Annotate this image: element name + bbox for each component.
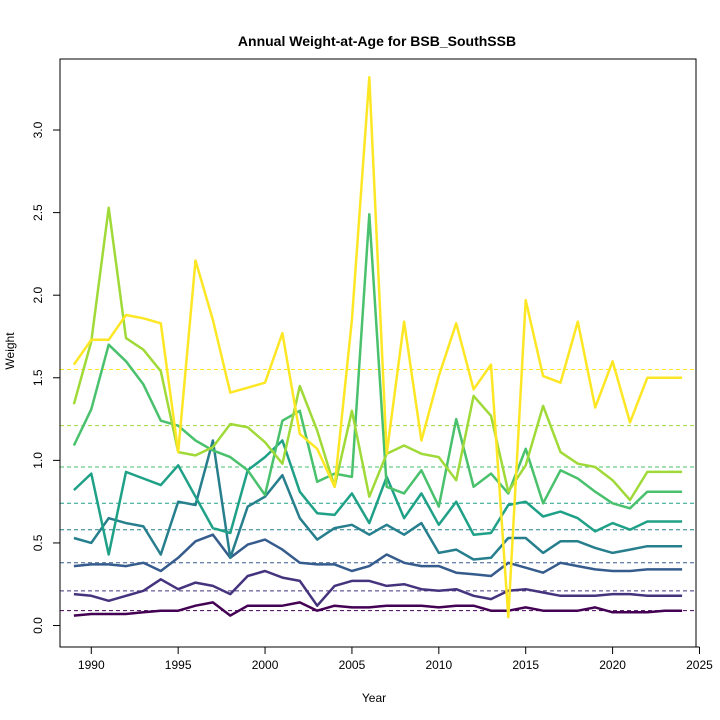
x-tick-label: 2000 <box>252 658 279 672</box>
y-tick-label: 0.0 <box>31 617 45 634</box>
series-line-8 <box>72 75 683 619</box>
y-tick-label: 2.0 <box>31 287 45 304</box>
y-tick-label: 1.0 <box>31 452 45 469</box>
series-line-3 <box>73 533 683 578</box>
x-tick-label: 2015 <box>512 658 539 672</box>
series-line-5 <box>73 439 683 556</box>
y-axis: 0.0 0.5 1.0 1.5 2.0 2.5 3.0 <box>31 121 61 634</box>
y-tick-label: 2.5 <box>31 204 45 221</box>
x-tick-label: 2005 <box>339 658 366 672</box>
x-tick-label: 1995 <box>165 658 192 672</box>
y-tick-label: 0.5 <box>31 534 45 551</box>
y-tick-label: 3.0 <box>31 121 45 138</box>
y-axis-label: Weight <box>3 332 17 370</box>
series-lines <box>72 75 683 619</box>
x-axis-label: Year <box>362 691 386 705</box>
x-axis: 1990 1995 2000 2005 2010 2015 2020 2025 <box>78 646 713 672</box>
chart-title: Annual Weight-at-Age for BSB_SouthSSB <box>238 33 516 49</box>
x-tick-label: 2025 <box>686 658 713 672</box>
x-tick-label: 2020 <box>599 658 626 672</box>
y-tick-label: 1.5 <box>31 369 45 386</box>
x-tick-label: 1990 <box>78 658 105 672</box>
series-line-1 <box>73 601 683 617</box>
series-line-4 <box>73 439 683 561</box>
series-line-2 <box>73 569 683 607</box>
x-tick-label: 2010 <box>425 658 452 672</box>
